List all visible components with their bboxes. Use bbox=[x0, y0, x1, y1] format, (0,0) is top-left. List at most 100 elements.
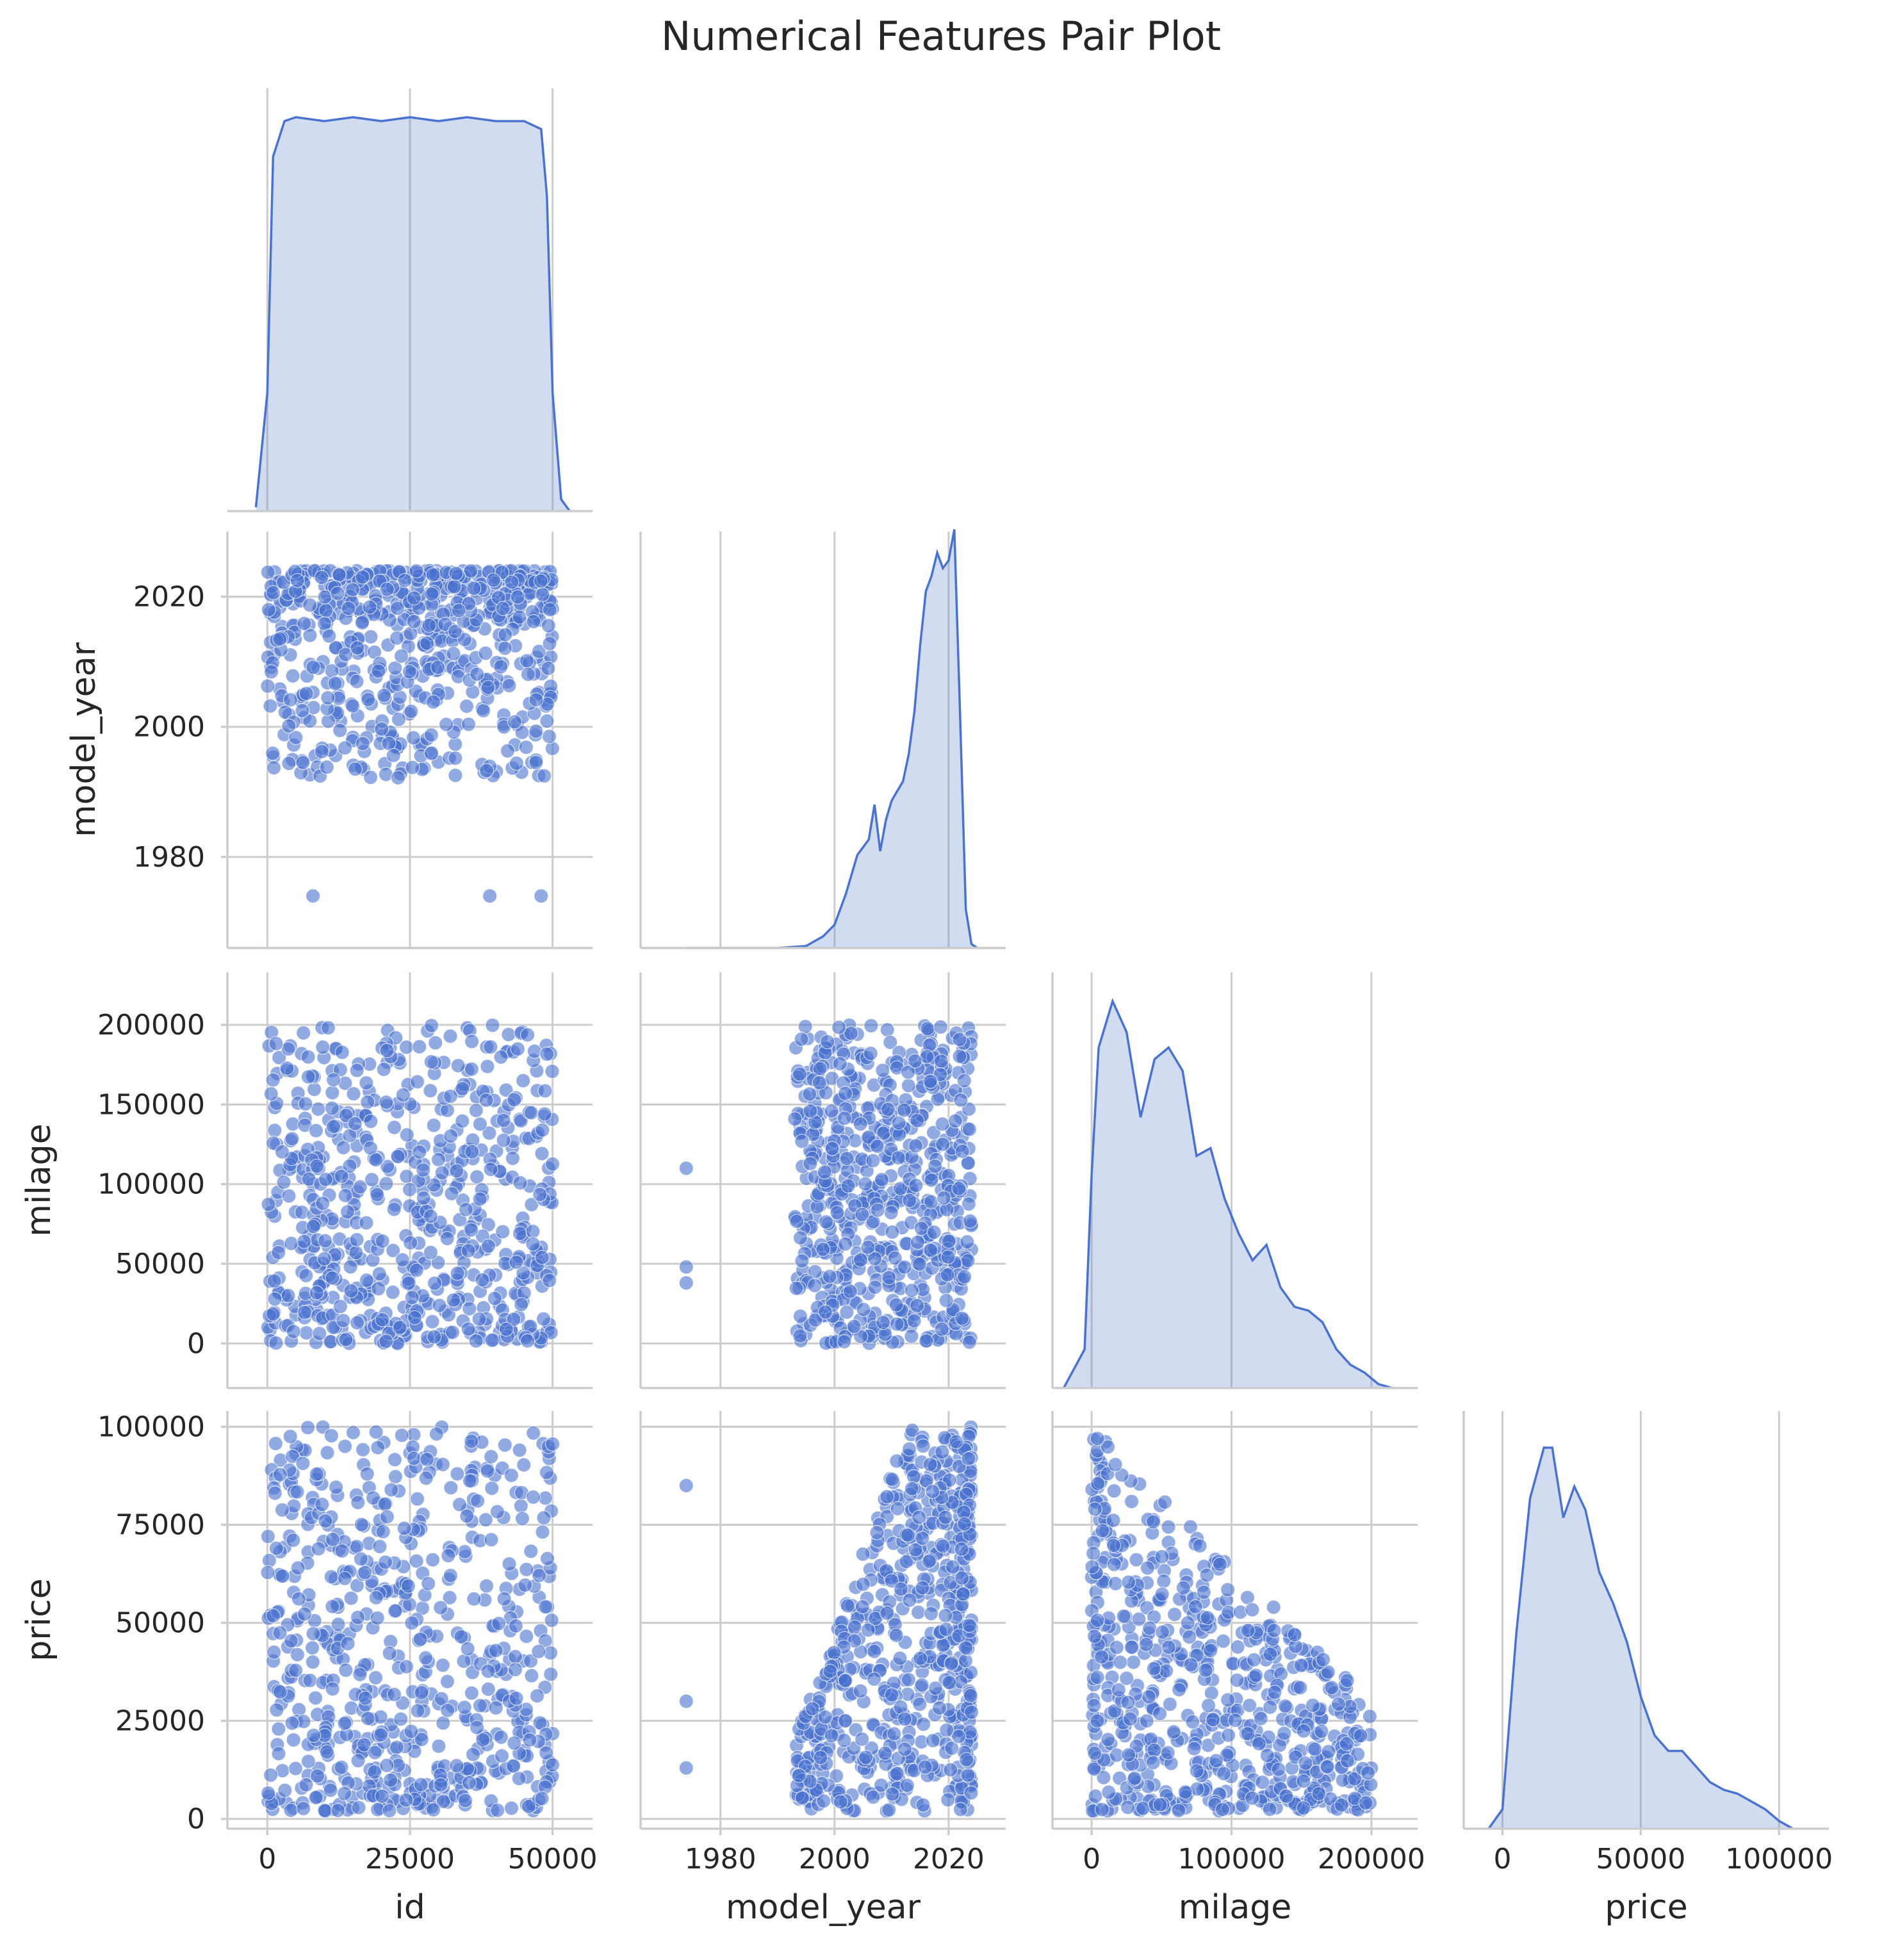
scatter-point bbox=[925, 1483, 940, 1499]
scatter-point bbox=[1145, 1755, 1161, 1770]
scatter-point bbox=[892, 1651, 908, 1666]
scatter-point bbox=[350, 1753, 366, 1768]
scatter-point bbox=[387, 1452, 402, 1467]
scatter-point bbox=[952, 1049, 967, 1064]
scatter-point bbox=[306, 1727, 322, 1743]
scatter-point bbox=[444, 1186, 459, 1202]
scatter-point bbox=[283, 1802, 299, 1818]
scatter-point bbox=[403, 1235, 418, 1250]
scatter-point bbox=[354, 615, 370, 630]
scatter-point bbox=[1189, 1763, 1204, 1779]
scatter-point bbox=[922, 1457, 938, 1472]
scatter-point bbox=[892, 1181, 908, 1196]
scatter-point bbox=[325, 1085, 340, 1100]
scatter-point bbox=[297, 616, 312, 632]
scatter-point bbox=[379, 1758, 395, 1773]
scatter-point bbox=[284, 1236, 299, 1251]
y-tick-label-price: 25000 bbox=[115, 1705, 205, 1738]
scatter-point bbox=[370, 1440, 386, 1455]
scatter-point bbox=[475, 1732, 491, 1747]
scatter-point bbox=[1086, 1629, 1102, 1644]
scatter-point bbox=[368, 1670, 384, 1685]
scatter-point bbox=[1120, 1695, 1136, 1710]
scatter-point bbox=[459, 698, 475, 714]
scatter-point bbox=[385, 1243, 401, 1258]
scatter-point bbox=[413, 1777, 429, 1792]
scatter-point bbox=[910, 1605, 926, 1620]
scatter-point-outlier bbox=[306, 888, 321, 904]
scatter-point bbox=[314, 744, 329, 760]
scatter-point bbox=[331, 1617, 346, 1632]
scatter-point bbox=[307, 1082, 322, 1097]
scatter-point bbox=[484, 1449, 499, 1464]
scatter-point bbox=[897, 1742, 913, 1757]
scatter-point bbox=[479, 1093, 494, 1108]
scatter-point bbox=[855, 1207, 870, 1222]
scatter-point bbox=[912, 1697, 928, 1712]
scatter-point bbox=[846, 1319, 862, 1334]
scatter-point bbox=[1245, 1790, 1260, 1806]
scatter-point bbox=[274, 1502, 290, 1517]
scatter-point bbox=[357, 1565, 373, 1580]
scatter-point bbox=[392, 1319, 407, 1335]
scatter-point bbox=[1321, 1744, 1336, 1760]
scatter-point bbox=[323, 1783, 338, 1798]
scatter-point bbox=[1314, 1724, 1329, 1739]
scatter-point bbox=[441, 1548, 456, 1564]
scatter-point bbox=[830, 1205, 845, 1220]
scatter-point bbox=[1316, 1652, 1331, 1667]
scatter-point bbox=[519, 1562, 534, 1577]
scatter-point bbox=[342, 1158, 357, 1174]
scatter-point bbox=[935, 1136, 951, 1152]
scatter-point bbox=[430, 660, 446, 675]
scatter-point bbox=[338, 1332, 354, 1347]
scatter-point bbox=[1266, 1623, 1282, 1638]
scatter-point bbox=[463, 563, 479, 578]
scatter-point bbox=[300, 1420, 316, 1435]
scatter-point bbox=[395, 1087, 411, 1103]
scatter-point bbox=[1311, 1786, 1327, 1801]
scatter-point bbox=[899, 1777, 915, 1793]
scatter-point bbox=[533, 573, 549, 589]
scatter-point bbox=[1248, 1668, 1264, 1683]
scatter-point bbox=[1084, 1559, 1100, 1574]
scatter-point bbox=[286, 1324, 301, 1339]
scatter-point bbox=[1215, 1633, 1231, 1649]
scatter-point bbox=[963, 1785, 979, 1801]
scatter-point bbox=[325, 1270, 340, 1286]
scatter-point bbox=[438, 717, 454, 732]
scatter-point bbox=[371, 664, 386, 679]
kde-area-milage bbox=[1063, 1001, 1393, 1388]
scatter-point bbox=[523, 1544, 539, 1559]
scatter-point bbox=[508, 1618, 523, 1633]
scatter-point bbox=[374, 1788, 390, 1804]
scatter-point bbox=[402, 664, 417, 680]
scatter-point bbox=[961, 1451, 976, 1466]
scatter-point bbox=[535, 1524, 550, 1540]
scatter-point bbox=[306, 1626, 321, 1642]
scatter-point bbox=[923, 1243, 938, 1258]
scatter-point bbox=[1227, 1713, 1243, 1728]
scatter-point bbox=[947, 1113, 963, 1129]
scatter-point bbox=[824, 1141, 840, 1156]
scatter-point bbox=[901, 1065, 916, 1080]
scatter-point bbox=[409, 563, 424, 578]
scatter-point bbox=[290, 1484, 305, 1499]
scatter-point bbox=[423, 1209, 438, 1224]
scatter-point bbox=[954, 1143, 970, 1159]
scatter-point bbox=[458, 1202, 474, 1217]
scatter-point bbox=[426, 1118, 441, 1133]
kde-curve-milage bbox=[1062, 998, 1393, 1389]
scatter-point bbox=[870, 1202, 885, 1218]
scatter-point bbox=[263, 698, 278, 714]
scatter-point bbox=[525, 1236, 541, 1252]
scatter-point bbox=[480, 1059, 495, 1074]
scatter-point bbox=[518, 1578, 533, 1593]
scatter-point bbox=[472, 1698, 488, 1713]
scatter-point bbox=[939, 1722, 954, 1738]
scatter-point bbox=[302, 628, 318, 643]
scatter-point bbox=[1086, 1698, 1102, 1713]
scatter-point bbox=[524, 1668, 539, 1683]
scatter-point bbox=[347, 1116, 363, 1131]
scatter-point bbox=[469, 666, 485, 682]
